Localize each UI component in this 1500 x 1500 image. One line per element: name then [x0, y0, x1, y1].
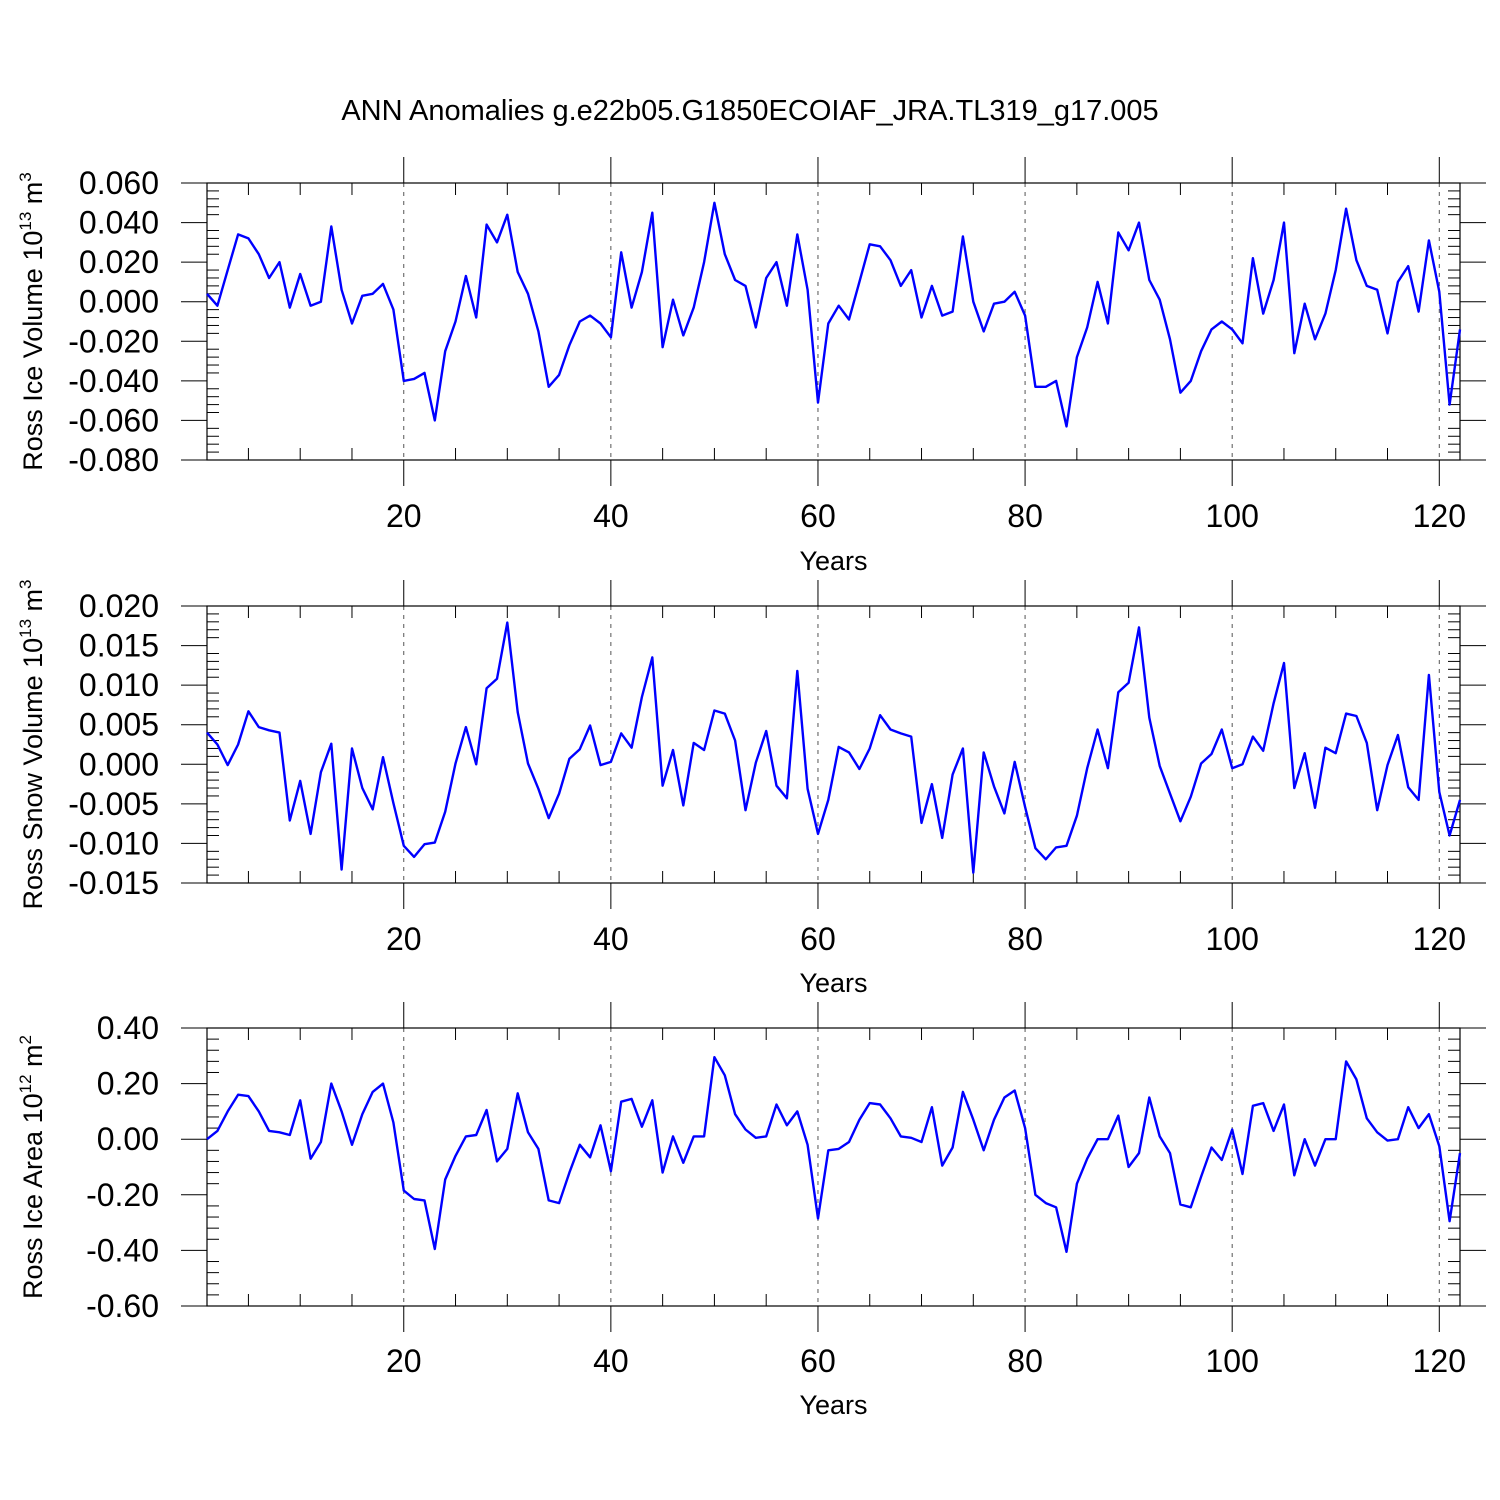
- plot-frame: [206, 182, 1461, 461]
- x-axis-label: Years: [799, 546, 867, 576]
- y-tick-label: -0.010: [68, 825, 159, 861]
- y-tick-label: -0.40: [86, 1232, 159, 1268]
- y-tick-label: -0.040: [68, 363, 159, 399]
- y-tick-label: -0.080: [68, 442, 159, 478]
- x-tick-label: 40: [593, 921, 629, 957]
- panels: -0.080-0.060-0.040-0.0200.0000.0200.0400…: [16, 157, 1486, 1420]
- x-tick-label: 100: [1205, 498, 1258, 534]
- x-axis-label: Years: [799, 1390, 867, 1420]
- x-tick-label: 40: [593, 1343, 629, 1379]
- series-line: [206, 1055, 1462, 1254]
- y-tick-label: -0.060: [68, 402, 159, 438]
- y-tick-label: 0.000: [79, 746, 159, 782]
- x-tick-label: 100: [1205, 921, 1258, 957]
- x-tick-label: 60: [800, 1343, 836, 1379]
- x-tick-label: 20: [386, 1343, 422, 1379]
- x-tick-label: 80: [1007, 1343, 1043, 1379]
- y-tick-label: -0.60: [86, 1288, 159, 1324]
- chart-title: ANN Anomalies g.e22b05.G1850ECOIAF_JRA.T…: [341, 95, 1158, 127]
- y-axis-label: Ross Ice Volume 1013 m3: [16, 172, 48, 471]
- y-tick-label: 0.005: [79, 707, 159, 743]
- y-tick-label: 0.020: [79, 588, 159, 624]
- x-tick-label: 120: [1413, 498, 1466, 534]
- y-tick-label: 0.015: [79, 628, 159, 664]
- x-tick-label: 20: [386, 921, 422, 957]
- x-tick-label: 80: [1007, 498, 1043, 534]
- y-tick-label: 0.020: [79, 244, 159, 280]
- y-tick-label: -0.020: [68, 323, 159, 359]
- x-axis-label: Years: [799, 968, 867, 998]
- x-tick-label: 60: [800, 921, 836, 957]
- y-axis-label: Ross Ice Area 1012 m2: [16, 1035, 48, 1299]
- y-tick-label: 0.00: [97, 1121, 159, 1157]
- y-axis-label: Ross Snow Volume 1013 m3: [16, 579, 48, 909]
- plot-frame: [206, 605, 1461, 884]
- series-line: [206, 201, 1462, 428]
- y-tick-label: 0.20: [97, 1066, 159, 1102]
- panel-3: -0.60 -0.40 -0.20 0.00 0.20 0.40 20 40 60 80 100 12…: [16, 1002, 1486, 1420]
- y-tick-label: 0.010: [79, 667, 159, 703]
- x-tick-label: 20: [386, 498, 422, 534]
- x-tick-label: 100: [1205, 1343, 1258, 1379]
- x-tick-label: 120: [1413, 921, 1466, 957]
- plot-frame: [206, 1027, 1461, 1307]
- x-tick-label: 80: [1007, 921, 1043, 957]
- series-line: [206, 621, 1462, 874]
- y-tick-label: 0.000: [79, 284, 159, 320]
- y-tick-label: 0.040: [79, 205, 159, 241]
- y-tick-label: -0.20: [86, 1177, 159, 1213]
- y-tick-label: 0.40: [97, 1010, 159, 1046]
- y-tick-label: -0.015: [68, 865, 159, 901]
- x-tick-label: 40: [593, 498, 629, 534]
- x-tick-label: 60: [800, 498, 836, 534]
- y-tick-label: -0.005: [68, 786, 159, 822]
- y-tick-label: 0.060: [79, 165, 159, 201]
- x-tick-label: 120: [1413, 1343, 1466, 1379]
